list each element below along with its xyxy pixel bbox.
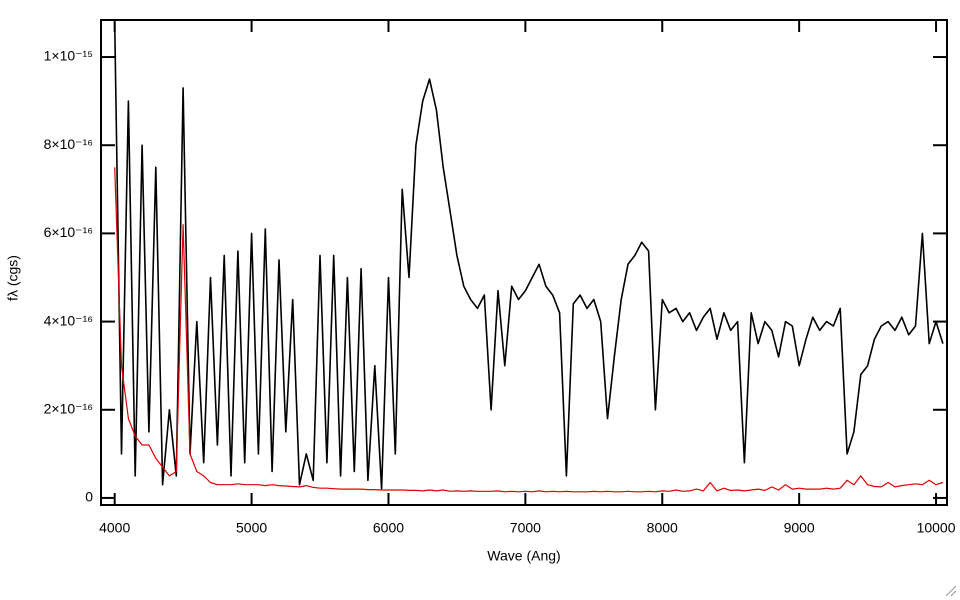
x-tick-label: 7000 bbox=[510, 520, 541, 536]
x-tick-label: 10000 bbox=[917, 520, 956, 536]
y-tick-label: 0 bbox=[85, 489, 93, 505]
x-tick-label: 4000 bbox=[99, 520, 130, 536]
y-tick-label: 8×10⁻¹⁶ bbox=[44, 136, 93, 152]
x-axis-label: Wave (Ang) bbox=[487, 548, 560, 564]
x-tick-label: 6000 bbox=[373, 520, 404, 536]
spectrum-line bbox=[114, 167, 944, 493]
y-tick-label: 4×10⁻¹⁶ bbox=[44, 312, 93, 328]
y-tick-label: 1×10⁻¹⁵ bbox=[44, 48, 93, 64]
spectrum-line bbox=[113, 21, 944, 490]
resize-grip bbox=[945, 585, 957, 597]
x-tick-label: 8000 bbox=[647, 520, 678, 536]
x-tick-label: 5000 bbox=[236, 520, 267, 536]
plot-frame bbox=[100, 19, 948, 506]
y-axis-label: fλ (cgs) bbox=[5, 255, 21, 301]
y-tick-label: 2×10⁻¹⁶ bbox=[44, 400, 93, 416]
y-tick-label: 6×10⁻¹⁶ bbox=[44, 224, 93, 240]
x-tick-label: 9000 bbox=[784, 520, 815, 536]
